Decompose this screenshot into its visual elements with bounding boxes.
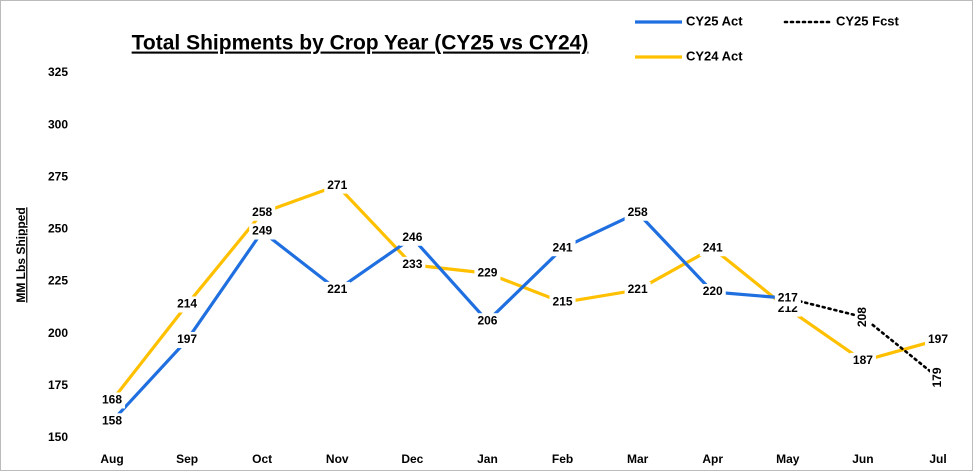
legend-label: CY25 Act <box>686 13 743 28</box>
data-label: 241 <box>703 240 723 254</box>
label-bg <box>699 240 726 257</box>
label-bg <box>849 352 876 369</box>
data-label: 221 <box>628 282 648 296</box>
data-label: 271 <box>327 178 347 192</box>
label-bg <box>930 364 946 391</box>
y-tick-label: 325 <box>48 65 68 79</box>
label-bg <box>99 392 125 409</box>
series-line <box>110 211 788 423</box>
label-bg <box>249 223 276 240</box>
data-label: 179 <box>930 367 944 387</box>
label-bg <box>324 177 351 194</box>
x-tick-label: Jun <box>852 452 873 466</box>
x-tick-label: Mar <box>627 452 649 466</box>
label-bg <box>399 256 426 273</box>
data-label: 246 <box>402 230 422 244</box>
data-label: 208 <box>855 307 869 327</box>
label-bg <box>549 294 576 311</box>
label-bg <box>624 281 651 298</box>
data-label: 233 <box>402 257 422 271</box>
legend-label: CY25 Fcst <box>836 13 900 28</box>
y-tick-label: 275 <box>48 169 68 183</box>
label-bg <box>324 281 351 298</box>
y-tick-label: 175 <box>48 378 68 392</box>
data-label: 158 <box>102 413 122 427</box>
chart-title: Total Shipments by Crop Year (CY25 vs CY… <box>132 32 589 55</box>
data-label: 229 <box>477 265 497 279</box>
data-label: 220 <box>703 284 723 298</box>
data-label: 187 <box>853 353 873 367</box>
label-bg <box>549 240 576 257</box>
y-axis-label: MM Lbs Shipped <box>14 207 28 302</box>
data-label: 221 <box>327 282 347 296</box>
data-label: 197 <box>928 332 948 346</box>
data-label: 197 <box>177 332 197 346</box>
label-bg <box>474 313 501 330</box>
label-bg <box>399 229 426 246</box>
data-label: 214 <box>177 297 197 311</box>
data-label: 215 <box>553 295 573 309</box>
data-label: 206 <box>477 313 497 327</box>
x-tick-label: Jul <box>929 452 946 466</box>
label-bg <box>99 413 125 430</box>
y-tick-label: 250 <box>48 222 68 236</box>
data-label: 241 <box>553 240 573 254</box>
x-tick-label: Dec <box>401 452 423 466</box>
label-bg <box>925 331 951 348</box>
label-bg <box>249 204 276 221</box>
label-bg <box>699 284 726 300</box>
data-label: 258 <box>628 205 648 219</box>
x-tick-label: Aug <box>100 452 123 466</box>
data-label: 217 <box>778 290 798 304</box>
x-tick-label: Sep <box>176 452 198 466</box>
x-tick-label: May <box>776 452 800 466</box>
x-tick-label: Nov <box>326 452 349 466</box>
data-label: 258 <box>252 205 272 219</box>
data-label: 249 <box>252 224 272 238</box>
x-tick-label: Feb <box>552 452 573 466</box>
label-bg <box>174 331 201 348</box>
y-tick-label: 200 <box>48 326 68 340</box>
label-bg <box>474 265 501 282</box>
x-tick-label: Jan <box>477 452 498 466</box>
y-tick-label: 225 <box>48 274 68 288</box>
y-tick-label: 150 <box>48 430 68 444</box>
label-bg <box>774 290 801 307</box>
label-bg <box>174 296 201 313</box>
x-tick-label: Oct <box>252 452 272 466</box>
label-bg <box>624 204 651 221</box>
x-tick-label: Apr <box>702 452 723 466</box>
legend-label: CY24 Act <box>686 48 743 63</box>
data-label: 168 <box>102 393 122 407</box>
label-bg <box>854 304 871 331</box>
y-tick-label: 300 <box>48 117 68 131</box>
